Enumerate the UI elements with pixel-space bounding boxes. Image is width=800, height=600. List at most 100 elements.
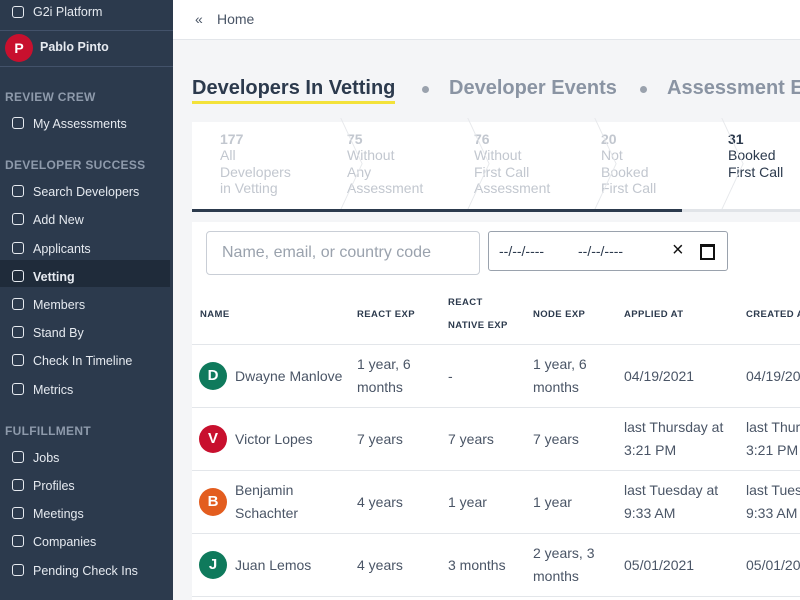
tab-dot <box>640 86 647 93</box>
table-cell: - <box>448 367 453 384</box>
search-input[interactable]: Name, email, or country code <box>206 231 480 275</box>
search-placeholder: Name, email, or country code <box>222 244 431 261</box>
step-count[interactable]: 177 <box>220 131 244 147</box>
user-avatar: P <box>5 34 33 62</box>
step-label: in Vetting <box>220 180 278 196</box>
table-cell: 1 year <box>448 493 487 510</box>
step-label: First Call <box>728 163 784 180</box>
nav-icon <box>12 382 24 395</box>
date-to: --/--/---- <box>578 243 624 259</box>
breadcrumb[interactable]: Home <box>217 11 255 27</box>
nav-icon <box>12 563 24 576</box>
developer-name[interactable]: Dwayne Manlove <box>235 367 343 384</box>
row-divider <box>192 407 800 408</box>
divider <box>0 30 173 31</box>
step-label: Assessment <box>474 180 551 196</box>
nav-icon <box>12 117 24 129</box>
step-count[interactable]: 76 <box>474 131 490 147</box>
table-cell: last Tuesday at 9:33 AM <box>624 482 719 521</box>
table-cell: 1 year, 6 months <box>533 356 587 395</box>
step-label: First Call <box>601 180 657 196</box>
nav-item[interactable]: My Assessments <box>33 117 127 131</box>
nav-item[interactable]: Vetting <box>33 269 75 284</box>
nav-icon <box>12 535 24 548</box>
nav-item[interactable]: Check In Timeline <box>33 354 133 369</box>
row-divider <box>192 344 800 345</box>
app-name[interactable]: G2i Platform <box>33 5 103 19</box>
steps-panel <box>192 122 800 210</box>
nav-icon <box>12 326 24 339</box>
nav-icon <box>12 185 24 198</box>
tab[interactable]: Assessment Events <box>667 77 800 99</box>
column-header[interactable]: REACT EXP <box>357 309 415 320</box>
user-name[interactable]: Pablo Pinto <box>40 40 109 54</box>
step-label: All <box>220 147 236 163</box>
nav-item[interactable]: Jobs <box>33 450 60 465</box>
table-cell: 7 years <box>357 430 403 447</box>
active-highlight <box>0 259 170 287</box>
table-cell: last Tuesday at 9:33 AM <box>746 482 800 521</box>
nav-icon <box>12 241 24 254</box>
avatar: B <box>199 488 227 516</box>
column-header[interactable]: NAME <box>200 309 230 320</box>
top-bar <box>173 0 800 40</box>
step-count[interactable]: 31 <box>728 131 744 147</box>
nav-item[interactable]: Search Developers <box>33 185 140 200</box>
nav-item[interactable]: Applicants <box>33 241 91 256</box>
step-label: Booked <box>601 163 649 180</box>
table-card <box>192 222 800 600</box>
row-divider <box>192 533 800 534</box>
step-label: Assessment <box>347 180 424 196</box>
nav-item[interactable]: Pending Check Ins <box>33 563 138 578</box>
date-range[interactable]: --/--/---- --/--/---- × <box>488 231 728 271</box>
home-icon <box>12 6 24 18</box>
table-cell: last Thursday at 3:21 PM <box>746 419 800 458</box>
nav-icon <box>12 479 24 491</box>
step-label: Without <box>474 147 522 163</box>
developer-name[interactable]: Juan Lemos <box>235 556 312 573</box>
column-header[interactable]: APPLIED AT <box>624 309 684 320</box>
tab[interactable]: Developers In Vetting <box>192 77 396 104</box>
developer-name[interactable]: Victor Lopes <box>235 430 313 447</box>
tab[interactable]: Developer Events <box>449 77 617 99</box>
avatar: D <box>199 362 227 390</box>
table-cell: 3 months <box>448 556 506 573</box>
clear-button[interactable]: × <box>672 239 684 261</box>
step-label: Booked <box>728 147 776 163</box>
step-label: Developers <box>220 163 291 180</box>
tab-dot <box>422 86 429 93</box>
section-title: DEVELOPER SUCCESS <box>5 158 146 173</box>
nav-item[interactable]: Stand By <box>33 326 84 341</box>
back-button[interactable]: « <box>195 11 203 27</box>
nav-item[interactable]: Companies <box>33 535 97 550</box>
avatar: V <box>199 425 227 453</box>
table-cell: last Thursday at 3:21 PM <box>624 419 724 458</box>
nav-item[interactable]: Profiles <box>33 479 75 493</box>
step-label: Without <box>347 147 395 163</box>
nav-item[interactable]: Members <box>33 298 86 312</box>
table-cell: 1 year <box>533 493 572 510</box>
step-label: Not <box>601 147 623 163</box>
sidebar: G2i Platform P Pablo Pinto REVIEW CREW My As… <box>0 0 173 600</box>
table-cell: 2 years, 3 months <box>533 545 595 584</box>
row-divider <box>192 596 800 597</box>
section-title: FULFILLMENT <box>5 423 91 438</box>
column-header[interactable]: REACT NATIVE EXP <box>448 297 508 331</box>
nav-item[interactable]: Meetings <box>33 507 84 522</box>
table-cell: 4 years <box>357 493 403 510</box>
nav-icon <box>12 269 24 282</box>
step-count[interactable]: 20 <box>601 131 617 147</box>
calendar-icon[interactable] <box>700 244 715 260</box>
developer-name[interactable]: Benjamin Schachter <box>235 482 299 521</box>
step-label: First Call <box>474 163 530 180</box>
column-header[interactable]: CREATED AT <box>746 309 800 320</box>
progress-fill <box>192 209 682 212</box>
step-label: Any <box>347 163 372 180</box>
step-count[interactable]: 75 <box>347 131 363 147</box>
nav-item[interactable]: Metrics <box>33 382 74 397</box>
nav-item[interactable]: Add New <box>33 213 84 228</box>
table-cell: 7 years <box>448 430 494 447</box>
column-header[interactable]: NODE EXP <box>533 309 586 320</box>
nav-icon <box>12 354 24 367</box>
